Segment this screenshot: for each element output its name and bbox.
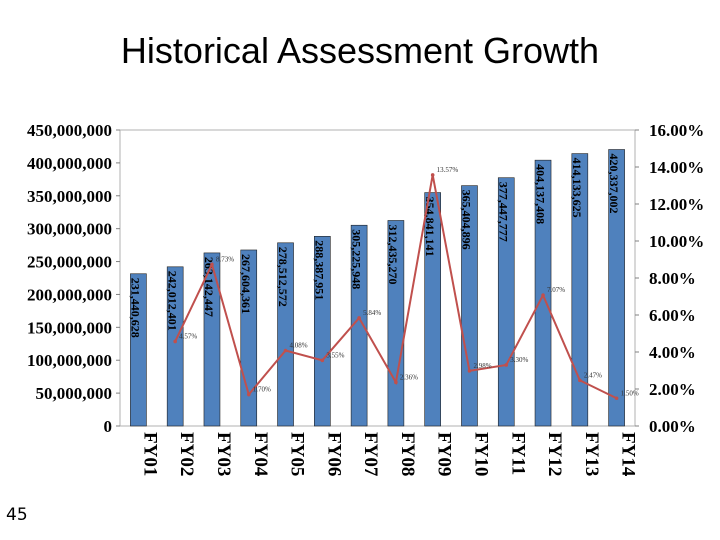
bar-fy09	[424, 192, 441, 427]
bar-value-label: 420,337,002	[607, 154, 621, 214]
bar-fy11	[497, 177, 515, 427]
x-tick-label: FY12	[544, 432, 565, 476]
left-tick-label: 150,000,000	[27, 318, 112, 337]
x-tick-label: FY06	[323, 432, 344, 476]
bar-value-label: 267,604,361	[239, 254, 253, 314]
growth-point	[467, 369, 472, 373]
right-tick-label: 8.00%	[649, 269, 696, 288]
bar-value-label: 354,841,141	[423, 197, 437, 257]
x-tick-label: FY01	[139, 432, 160, 476]
left-tick-label: 250,000,000	[27, 253, 112, 272]
slide-title: Historical Assessment Growth	[120, 30, 600, 71]
right-tick-label: 4.00%	[649, 343, 696, 362]
right-axis: 0.00% 2.00% 4.00% 6.00% 8.00% 10.00% 12.00% 14.…	[635, 121, 704, 436]
growth-point	[504, 363, 509, 367]
x-tick-label: FY11	[507, 432, 528, 475]
line-label-layer: 4.57% 8.73% 1.70% 4.08% 3.55% 5.84% 2.36% 13.57…	[179, 166, 639, 397]
bar-fy14	[608, 149, 625, 427]
growth-point	[357, 316, 361, 320]
growth-point	[210, 262, 214, 267]
bar-fy02	[166, 266, 184, 427]
line-layer	[173, 173, 619, 401]
x-tick-label: FY03	[213, 432, 234, 476]
growth-value-label: 2.36%	[400, 373, 418, 381]
left-tick-label: 100,000,000	[27, 351, 112, 370]
growth-value-label: 7.07%	[547, 286, 565, 294]
bar-value-label: 365,404,896	[460, 190, 474, 250]
growth-point	[394, 380, 398, 385]
bar-value-label: 404,137,408	[533, 164, 547, 224]
x-tick-label: FY13	[581, 432, 602, 476]
growth-value-label: 1.50%	[621, 389, 639, 397]
right-tick-label: 10.00%	[649, 232, 704, 251]
growth-value-label: 4.57%	[179, 332, 197, 340]
growth-value-label: 3.30%	[510, 356, 528, 364]
growth-point	[320, 358, 325, 363]
bar-value-label: 231,440,628	[129, 278, 143, 338]
growth-point	[541, 293, 545, 298]
growth-point	[614, 396, 619, 401]
growth-value-label: 2.47%	[584, 371, 602, 379]
growth-point	[283, 348, 288, 353]
x-tick-label: FY10	[470, 432, 491, 476]
x-tick-label: FY14	[618, 432, 639, 477]
left-tick-label: 450,000,000	[27, 121, 112, 140]
bar-value-label: 312,435,270	[386, 224, 400, 284]
bar-fy13	[571, 153, 589, 427]
right-tick-label: 12.00%	[649, 195, 704, 214]
x-tick-label: FY08	[397, 432, 418, 476]
right-tick-label: 16.00%	[649, 121, 704, 140]
growth-value-label: 5.84%	[363, 309, 381, 317]
bar-value-label: 263,142,447	[202, 257, 216, 317]
bar-label-layer: 231,440,628 242,012,401 263,142,447 267,604…	[129, 154, 621, 338]
bar-layer	[130, 149, 625, 427]
bar-value-label: 288,387,951	[313, 240, 327, 300]
bar-fy05	[277, 242, 294, 427]
growth-point	[246, 392, 251, 397]
x-tick-label: FY04	[250, 432, 271, 477]
x-tick-label: FY07	[360, 432, 381, 477]
right-tick-label: 2.00%	[649, 380, 696, 399]
left-tick-label: 0	[104, 417, 113, 436]
growth-value-label: 2.98%	[473, 362, 491, 370]
x-tick-label: FY09	[434, 432, 455, 476]
x-tick-label: FY05	[287, 432, 308, 476]
slide-number: 45	[6, 505, 28, 525]
growth-value-label: 1.70%	[253, 386, 271, 394]
x-tick-label: FY02	[176, 432, 197, 476]
left-tick-label: 400,000,000	[27, 154, 112, 173]
growth-point	[173, 339, 177, 344]
bar-fy07	[350, 224, 368, 427]
growth-value-label: 3.55%	[326, 351, 344, 359]
right-tick-label: 0.00%	[649, 417, 696, 436]
plot-area	[119, 129, 636, 427]
bar-value-label: 377,447,777	[497, 182, 511, 242]
bar-value-label: 414,133,625	[570, 158, 584, 218]
bar-value-label: 305,225,948	[349, 229, 363, 289]
growth-value-label: 4.08%	[290, 342, 308, 350]
bar-fy01	[130, 273, 147, 427]
bar-fy10	[461, 185, 478, 427]
x-axis: FY01 FY02 FY03 FY04 FY05 FY06 FY07 FY08 FY09 FY10…	[139, 432, 638, 477]
left-tick-label: 350,000,000	[27, 187, 112, 206]
growth-point	[578, 378, 582, 383]
growth-value-label: 8.73%	[216, 255, 234, 263]
growth-value-label: 13.57%	[437, 166, 459, 174]
right-tick-label: 14.00%	[649, 158, 704, 177]
right-tick-label: 6.00%	[649, 306, 696, 325]
bar-value-label: 242,012,401	[165, 271, 179, 331]
bar-fy03	[203, 252, 221, 427]
growth-point	[430, 173, 435, 177]
bar-fy06	[314, 236, 331, 427]
bar-value-label: 278,512,572	[276, 247, 290, 307]
left-axis: 0 50,000,000 100,000,000 150,000,000 200,000…	[27, 121, 120, 436]
left-tick-label: 50,000,000	[36, 384, 113, 403]
left-tick-label: 200,000,000	[27, 285, 112, 304]
left-tick-label: 300,000,000	[27, 220, 112, 239]
